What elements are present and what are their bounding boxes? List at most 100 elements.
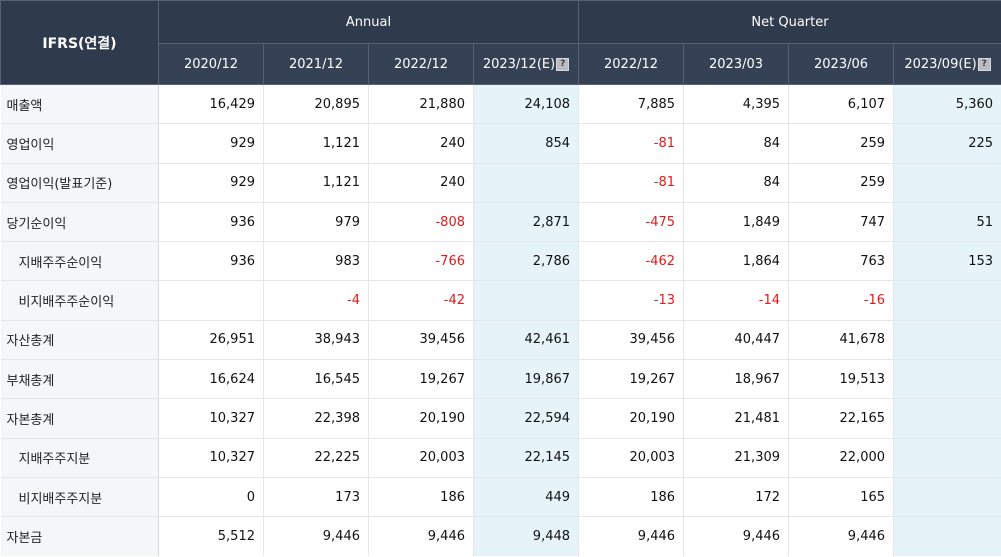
row-label: 영업이익: [0, 123, 159, 164]
value-cell: -81: [578, 163, 685, 203]
value-cell: 84: [683, 163, 790, 203]
value-cell: 84: [683, 123, 790, 164]
period-header: 2023/12(E)?: [472, 43, 580, 85]
value-cell: 22,000: [788, 438, 895, 478]
annual-header: Annual: [157, 0, 580, 44]
value-cell: -4: [263, 280, 369, 321]
value-cell: 936: [158, 202, 264, 243]
value-cell: 22,145: [473, 438, 580, 478]
value-cell: 0: [158, 477, 264, 518]
value-cell: 1,864: [683, 241, 790, 282]
value-cell: [158, 280, 264, 321]
value-cell: 19,513: [788, 359, 895, 400]
value-cell: -462: [578, 241, 685, 282]
value-cell: 51: [893, 202, 1001, 243]
value-cell: 39,456: [368, 320, 474, 361]
value-cell: -16: [788, 280, 895, 321]
value-cell: 10,327: [158, 398, 264, 439]
value-cell: 39,456: [578, 320, 685, 361]
quarter-header: Net Quarter: [578, 0, 1001, 44]
estimate-help-icon[interactable]: ?: [556, 57, 570, 71]
period-label: 2022/12: [604, 56, 659, 72]
value-cell: 40,447: [683, 320, 790, 361]
value-cell: 9,446: [578, 516, 685, 557]
value-cell: 983: [263, 241, 369, 282]
estimate-help-icon[interactable]: ?: [977, 57, 991, 71]
table-row: 매출액 16,429 20,895 21,880 24,108 7,885 4,395 6,1…: [0, 84, 1001, 125]
value-cell: -14: [683, 280, 790, 321]
period-header: 2021/12: [263, 43, 369, 85]
period-header: 2023/03: [683, 43, 790, 85]
value-cell: 186: [368, 477, 474, 518]
value-cell: 19,267: [368, 359, 474, 400]
value-cell: 240: [368, 163, 474, 203]
value-cell: 38,943: [263, 320, 369, 361]
value-cell: 2,871: [473, 202, 580, 243]
value-cell: 929: [158, 123, 264, 164]
period-header: 2023/09(E)?: [893, 43, 1001, 85]
table-row: 자본금 5,512 9,446 9,446 9,448 9,446 9,446 9,446: [0, 516, 1001, 557]
value-cell: 22,225: [263, 438, 369, 478]
value-cell: 20,190: [578, 398, 685, 439]
period-label: 2023/12(E): [482, 56, 556, 72]
value-cell: 1,849: [683, 202, 790, 243]
value-cell: 186: [578, 477, 685, 518]
value-cell: 936: [158, 241, 264, 282]
table-row: 지배주주순이익 936 983 -766 2,786 -462 1,864 763 153: [0, 241, 1001, 282]
value-cell: 21,880: [368, 84, 474, 125]
row-label: 매출액: [0, 84, 159, 125]
row-label: 당기순이익: [0, 202, 159, 243]
value-cell: 21,309: [683, 438, 790, 478]
value-cell: 240: [368, 123, 474, 164]
period-header: 2020/12: [158, 43, 264, 85]
value-cell: 173: [263, 477, 369, 518]
table-row: 비지배주주지분 0 173 186 449 186 172 165: [0, 477, 1001, 518]
value-cell: 9,446: [263, 516, 369, 557]
value-cell: 16,624: [158, 359, 264, 400]
table-row: 자산총계 26,951 38,943 39,456 42,461 39,456 40,447…: [0, 320, 1001, 361]
value-cell: -766: [368, 241, 474, 282]
table-row: 부채총계 16,624 16,545 19,267 19,867 19,267 18,967…: [0, 359, 1001, 400]
value-cell: [893, 359, 1001, 400]
table-row: 비지배주주순이익 -4 -42 -13 -14 -16: [0, 280, 1001, 321]
value-cell: [893, 477, 1001, 518]
value-cell: 153: [893, 241, 1001, 282]
value-cell: 165: [788, 477, 895, 518]
value-cell: 854: [473, 123, 580, 164]
row-label: 비지배주주지분: [0, 477, 159, 518]
table-row: 영업이익(발표기준) 929 1,121 240 -81 84 259: [0, 163, 1001, 203]
value-cell: [893, 163, 1001, 203]
value-cell: 747: [788, 202, 895, 243]
value-cell: 763: [788, 241, 895, 282]
value-cell: 10,327: [158, 438, 264, 478]
value-cell: 19,267: [578, 359, 685, 400]
value-cell: 979: [263, 202, 369, 243]
value-cell: 172: [683, 477, 790, 518]
value-cell: 21,481: [683, 398, 790, 439]
row-label: 지배주주순이익: [0, 241, 159, 282]
value-cell: 9,446: [683, 516, 790, 557]
value-cell: [473, 280, 580, 321]
value-cell: 5,360: [893, 84, 1001, 125]
table-row: 영업이익 929 1,121 240 854 -81 84 259 225: [0, 123, 1001, 164]
period-label: 2023/06: [814, 56, 869, 72]
value-cell: 20,895: [263, 84, 369, 125]
row-label: 지배주주지분: [0, 438, 159, 478]
value-cell: -13: [578, 280, 685, 321]
value-cell: 24,108: [473, 84, 580, 125]
value-cell: 9,446: [368, 516, 474, 557]
value-cell: 41,678: [788, 320, 895, 361]
value-cell: 9,446: [788, 516, 895, 557]
table-row: 지배주주지분 10,327 22,225 20,003 22,145 20,003 21,3…: [0, 438, 1001, 478]
value-cell: 259: [788, 163, 895, 203]
value-cell: 4,395: [683, 84, 790, 125]
value-cell: 929: [158, 163, 264, 203]
value-cell: 22,165: [788, 398, 895, 439]
period-label: 2022/12: [393, 56, 448, 72]
value-cell: -81: [578, 123, 685, 164]
value-cell: 259: [788, 123, 895, 164]
period-label: 2021/12: [288, 56, 343, 72]
row-label: 자본총계: [0, 398, 159, 439]
value-cell: 22,594: [473, 398, 580, 439]
